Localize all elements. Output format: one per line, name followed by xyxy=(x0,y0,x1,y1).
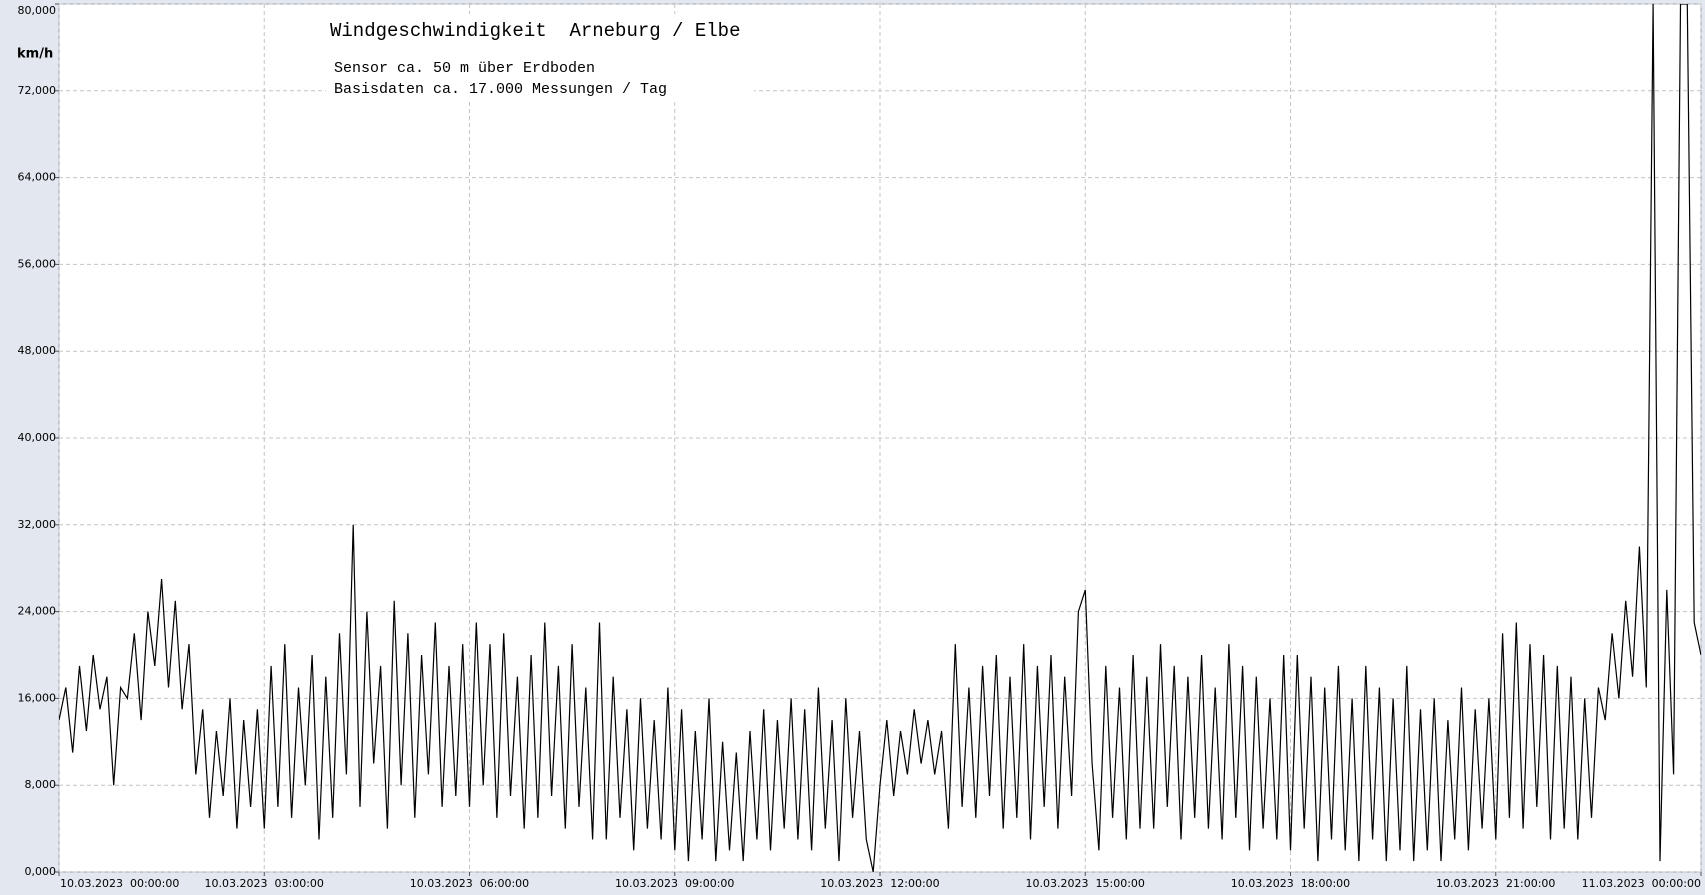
y-tick-label: 72,000 xyxy=(18,84,57,97)
x-tick-label: 10.03.2023 21:00:00 xyxy=(1436,877,1555,890)
x-tick-label: 10.03.2023 00:00:00 xyxy=(60,877,179,890)
y-tick-label: 8,000 xyxy=(25,778,57,791)
x-tick-label: 10.03.2023 09:00:00 xyxy=(615,877,734,890)
y-tick-label: 40,000 xyxy=(18,431,57,444)
y-tick-label: 16,000 xyxy=(18,691,57,704)
x-tick-label: 10.03.2023 12:00:00 xyxy=(820,877,939,890)
data-line xyxy=(59,4,1701,872)
title-box xyxy=(326,14,754,102)
x-tick-label: 11.03.2023 00:00:00 xyxy=(1582,877,1701,890)
x-tick-label: 10.03.2023 18:00:00 xyxy=(1231,877,1350,890)
x-tick-label: 10.03.2023 03:00:00 xyxy=(205,877,324,890)
chart-title: Windgeschwindigkeit Arneburg / Elbe xyxy=(330,20,740,42)
y-tick-label: 64,000 xyxy=(18,171,57,184)
series xyxy=(59,4,1701,872)
x-tick-label: 10.03.2023 06:00:00 xyxy=(410,877,529,890)
x-tick-label: 10.03.2023 15:00:00 xyxy=(1026,877,1145,890)
subtitle: Sensor ca. 50 m über Erdboden xyxy=(334,60,595,77)
y-tick-label: 32,000 xyxy=(18,518,57,531)
subtitle: Basisdaten ca. 17.000 Messungen / Tag xyxy=(334,81,667,98)
y-tick-label: 80,000 xyxy=(18,4,57,17)
y-axis-label: km/h xyxy=(17,47,53,62)
y-tick-label: 0,000 xyxy=(25,865,57,878)
y-tick-label: 24,000 xyxy=(18,605,57,618)
y-tick-label: 56,000 xyxy=(18,257,57,270)
y-tick-label: 48,000 xyxy=(18,344,57,357)
